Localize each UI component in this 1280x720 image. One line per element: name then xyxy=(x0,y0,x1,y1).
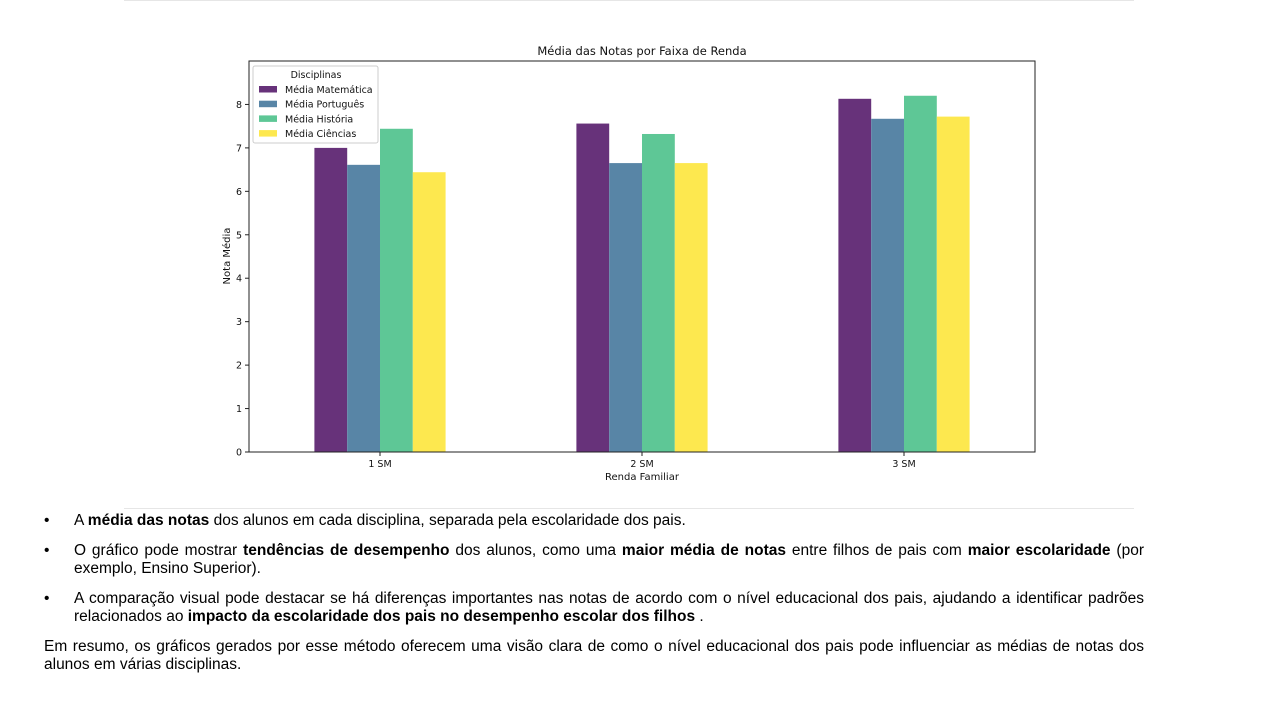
text-segment: . xyxy=(695,608,704,625)
x-axis: 1 SM 2 SM 3 SM xyxy=(368,452,916,470)
bold-text: impacto da escolaridade dos pais no dese… xyxy=(187,608,696,625)
legend-title: Disciplinas xyxy=(291,70,342,81)
y-tick-label: 0 xyxy=(236,448,242,459)
y-tick-label: 4 xyxy=(236,274,242,285)
legend-box xyxy=(252,65,379,144)
y-tick-label: 7 xyxy=(236,143,242,154)
bold-text: tendências de desempenho xyxy=(243,542,450,559)
legend-label: Média Matemática xyxy=(285,85,373,96)
x-axis-label: Renda Familiar xyxy=(605,472,680,483)
bullet-icon: • xyxy=(44,512,50,529)
y-tick-label: 3 xyxy=(236,317,242,328)
y-tick-label: 6 xyxy=(236,187,242,198)
bar-média-matemática xyxy=(576,123,610,452)
legend-label: Média Português xyxy=(285,100,364,111)
bar-média-ciências xyxy=(412,172,446,452)
y-axis: 0 1 2 3 4 5 6 7 8 xyxy=(236,100,249,459)
bar-média-matemática xyxy=(314,147,348,452)
bullet-list: • A média das notas dos alunos em cada di… xyxy=(44,512,1144,626)
text-segment: dos alunos, como uma xyxy=(449,542,622,559)
bar-média-matemática xyxy=(838,98,872,453)
bar-média-ciências xyxy=(674,163,708,452)
text-segment: (por exemplo, Ensino Superior). xyxy=(74,542,1145,577)
y-tick-label: 1 xyxy=(236,404,242,415)
bars-group xyxy=(314,95,970,453)
bullet-item: • O gráfico pode mostrar tendências de de… xyxy=(44,542,1144,578)
legend-swatch xyxy=(259,86,277,93)
text-segment: A xyxy=(74,512,88,529)
bold-text: maior escolaridade xyxy=(967,542,1111,559)
text-segment: O gráfico pode mostrar xyxy=(74,542,244,559)
legend-swatch xyxy=(259,100,277,108)
bullet-icon: • xyxy=(44,590,50,607)
explanation-text: • A média das notas dos alunos em cada di… xyxy=(44,512,1144,674)
x-tick-label: 1 SM xyxy=(368,459,391,470)
bar-média-português xyxy=(871,118,904,452)
top-divider xyxy=(124,0,1134,1)
legend-swatch xyxy=(259,130,277,137)
bold-text: média das notas xyxy=(87,512,210,529)
y-axis-label: Nota Média xyxy=(221,228,233,285)
bold-text: maior média de notas xyxy=(621,542,786,559)
y-tick-label: 2 xyxy=(236,361,242,372)
summary-paragraph: Em resumo, os gráficos gerados por esse … xyxy=(44,638,1144,673)
bar-média-português xyxy=(609,163,642,452)
chart-title: Média das Notas por Faixa de Renda xyxy=(537,44,746,58)
bar-chart: Média das Notas por Faixa de Renda 0 1 2 3 4… xyxy=(221,44,1036,483)
bullet-item: • A comparação visual pode destacar se há… xyxy=(44,590,1144,626)
x-tick-label: 2 SM xyxy=(630,459,653,470)
bar-média-história xyxy=(904,95,937,452)
bar-média-ciências xyxy=(936,116,970,452)
y-tick-label: 8 xyxy=(236,100,242,111)
bullet-item: • A média das notas dos alunos em cada di… xyxy=(44,512,1144,530)
text-segment: dos alunos em cada disciplina, separada … xyxy=(209,512,686,529)
x-tick-label: 3 SM xyxy=(892,459,915,470)
legend-label: Média História xyxy=(285,114,353,125)
legend-swatch xyxy=(259,115,277,122)
bottom-divider xyxy=(124,508,1134,509)
bar-média-história xyxy=(380,128,413,453)
text-segment: entre filhos de pais com xyxy=(785,542,968,559)
y-tick-label: 5 xyxy=(236,230,242,241)
bar-média-português xyxy=(347,164,380,453)
legend: Disciplinas Média Matemática Média Portug… xyxy=(252,65,379,144)
legend-label: Média Ciências xyxy=(285,129,356,140)
bullet-icon: • xyxy=(44,542,50,559)
bar-média-história xyxy=(642,133,675,452)
text-segment: A comparação visual pode destacar se há … xyxy=(74,590,1144,625)
